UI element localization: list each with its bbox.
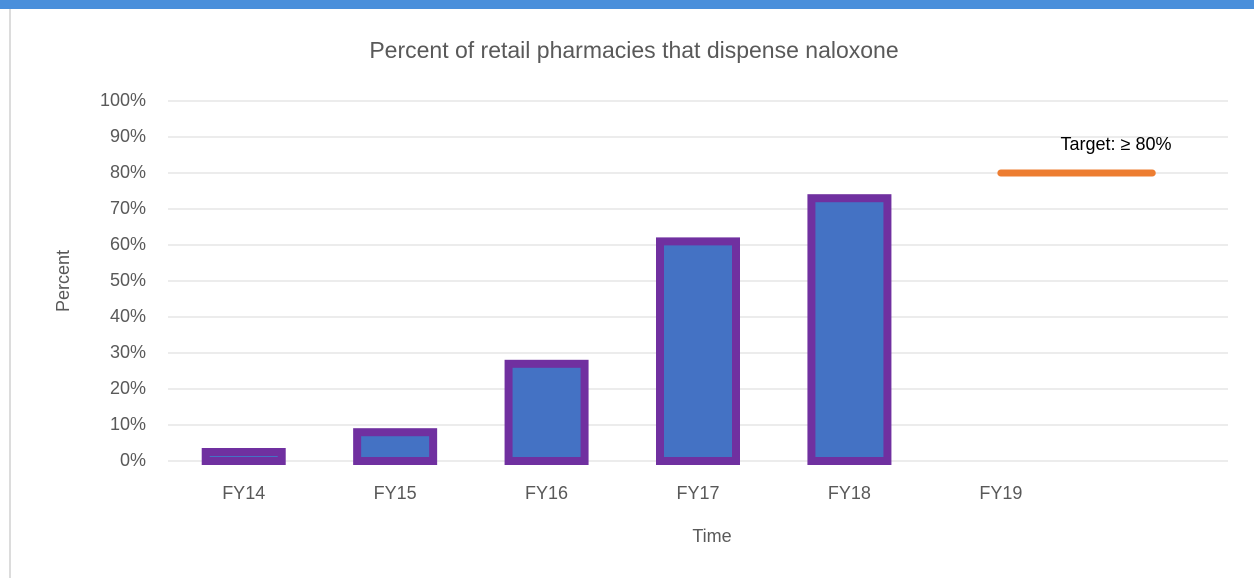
x-tick-label: FY16 — [525, 483, 568, 503]
bar — [353, 428, 438, 466]
x-axis-label: Time — [692, 526, 731, 546]
y-tick-label: 30% — [110, 342, 146, 362]
x-tick-label: FY18 — [828, 483, 871, 503]
y-tick-label: 100% — [100, 90, 146, 110]
bar — [656, 237, 740, 465]
target-label: Target: ≥ 80% — [1061, 134, 1172, 154]
bar — [504, 359, 589, 465]
bar — [201, 448, 286, 465]
top-bar — [0, 0, 1254, 9]
y-tick-label: 60% — [110, 234, 146, 254]
y-tick-label: 0% — [120, 450, 146, 470]
bar — [807, 194, 892, 465]
x-tick-label: FY14 — [222, 483, 265, 503]
y-tick-label: 70% — [110, 198, 146, 218]
x-tick-label: FY17 — [676, 483, 719, 503]
x-tick-label: FY19 — [979, 483, 1022, 503]
y-tick-label: 40% — [110, 306, 146, 326]
y-tick-label: 80% — [110, 162, 146, 182]
y-tick-label: 10% — [110, 414, 146, 434]
chart-title: Percent of retail pharmacies that dispen… — [369, 37, 898, 63]
y-tick-label: 50% — [110, 270, 146, 290]
x-tick-label: FY15 — [374, 483, 417, 503]
y-axis-label: Percent — [53, 250, 73, 312]
y-tick-label: 90% — [110, 126, 146, 146]
y-tick-label: 20% — [110, 378, 146, 398]
